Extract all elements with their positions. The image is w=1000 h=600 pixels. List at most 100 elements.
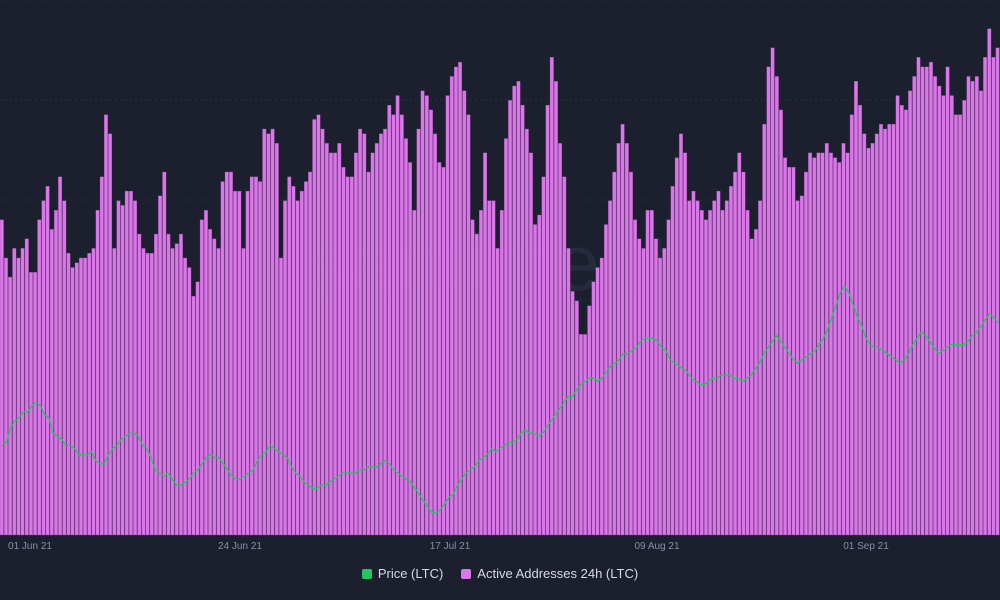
addresses-bar: [770, 47, 775, 536]
addresses-bar: [308, 171, 313, 536]
addresses-bar: [345, 176, 350, 536]
addresses-bar: [608, 200, 613, 536]
addresses-bar: [924, 66, 929, 536]
addresses-bar: [691, 190, 696, 536]
addresses-bar: [604, 224, 608, 536]
legend-swatch-addresses: [461, 568, 472, 579]
addresses-bar: [758, 200, 763, 536]
addresses-bar: [316, 114, 321, 536]
addresses-bar: [537, 214, 542, 536]
addresses-bar: [20, 248, 25, 536]
addresses-bar: [970, 81, 975, 536]
addresses-bar: [324, 143, 329, 536]
addresses-bar: [687, 200, 692, 536]
addresses-bar: [512, 85, 517, 536]
addresses-bar: [216, 248, 221, 536]
addresses-bar: [666, 219, 671, 536]
addresses-bar: [391, 114, 396, 536]
addresses-bar: [333, 152, 338, 536]
addresses-bar: [658, 257, 663, 536]
addresses-bar: [287, 176, 292, 536]
addresses-bar: [266, 133, 271, 536]
addresses-bar: [879, 124, 883, 536]
addresses-bar: [904, 109, 908, 536]
addresses-bar: [483, 152, 488, 536]
addresses-bar: [699, 210, 704, 536]
addresses-bar: [495, 248, 500, 536]
addresses-bar: [74, 262, 79, 536]
addresses-bar: [24, 238, 29, 536]
addresses-bar: [633, 219, 638, 536]
addresses-bar: [283, 200, 288, 536]
legend-item-price[interactable]: Price (LTC): [361, 566, 444, 581]
addresses-bar: [933, 76, 938, 536]
addresses-bar: [220, 181, 225, 536]
addresses-bar: [612, 171, 617, 536]
addresses-bar: [587, 305, 592, 536]
addresses-bar: [762, 124, 767, 536]
addresses-bar: [449, 76, 454, 536]
addresses-bar: [54, 210, 58, 536]
addresses-bar: [470, 219, 475, 536]
addresses-bar: [504, 138, 508, 536]
addresses-bar: [874, 133, 879, 536]
addresses-bar: [649, 210, 654, 536]
addresses-bar: [229, 171, 233, 536]
addresses-bar: [533, 224, 538, 536]
addresses-bar: [654, 238, 658, 536]
addresses-bar: [162, 171, 167, 536]
legend-item-addresses[interactable]: Active Addresses 24h (LTC): [461, 566, 638, 581]
price-line-group: [1, 285, 999, 514]
addresses-bar: [895, 95, 900, 536]
addresses-bar: [16, 257, 21, 536]
addresses-bar: [620, 124, 625, 536]
addresses-bar: [458, 61, 463, 536]
addresses-bar: [349, 176, 354, 536]
legend-swatch-price: [361, 568, 372, 579]
addresses-bar: [387, 104, 392, 536]
addresses-bar: [254, 176, 258, 536]
addresses-bar: [212, 238, 217, 536]
addresses-bar: [70, 267, 75, 536]
addresses-bar: [0, 219, 4, 536]
addresses-bar: [920, 66, 925, 536]
addresses-bar: [466, 114, 471, 536]
addresses-bar: [733, 171, 738, 536]
addresses-bar: [804, 171, 808, 536]
addresses-bar: [187, 267, 192, 536]
addresses-bar: [708, 210, 713, 536]
addresses-bar: [591, 281, 596, 536]
addresses-bar: [4, 257, 8, 536]
addresses-bar: [354, 152, 358, 536]
addresses-bar: [499, 210, 504, 536]
addresses-bar: [337, 143, 342, 536]
addresses-bar: [145, 253, 150, 536]
addresses-bar: [424, 95, 429, 536]
addresses-bar: [779, 109, 783, 536]
addresses-bar: [883, 128, 888, 536]
addresses-bar: [508, 100, 513, 536]
addresses-bar: [520, 104, 525, 536]
addresses-bar: [270, 128, 275, 536]
addresses-bar: [291, 186, 296, 536]
addresses-bar: [366, 171, 371, 536]
addresses-bar: [224, 171, 229, 536]
addresses-bar: [362, 133, 367, 536]
addresses-bar: [245, 190, 250, 536]
addresses-bar: [191, 296, 196, 536]
addresses-bar: [341, 167, 346, 536]
addresses-bar: [99, 176, 104, 536]
addresses-bar: [170, 248, 175, 536]
addresses-bar: [549, 57, 554, 536]
addresses-bar: [912, 76, 917, 536]
addresses-bar: [641, 248, 646, 536]
addresses-bar: [95, 210, 100, 536]
addresses-bar: [887, 124, 892, 536]
addresses-bar: [849, 114, 854, 536]
addresses-bar: [987, 28, 992, 536]
addresses-bar: [949, 95, 954, 536]
legend-label-price: Price (LTC): [377, 566, 444, 581]
addresses-bar: [124, 190, 129, 536]
addresses-bar: [824, 143, 829, 536]
